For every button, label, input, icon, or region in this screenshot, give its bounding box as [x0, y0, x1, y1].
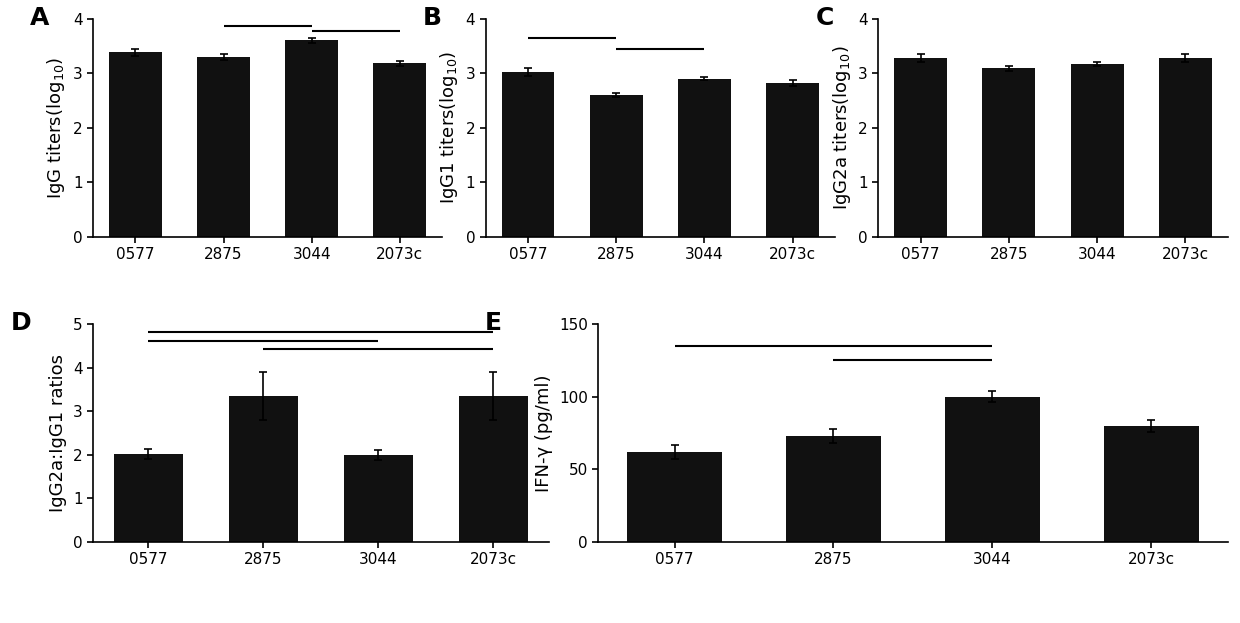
Bar [109, 52, 161, 237]
Bar [229, 396, 298, 542]
Bar [285, 40, 339, 237]
Bar [459, 396, 528, 542]
Bar [590, 95, 642, 237]
Y-axis label: IgG titers(log$_{10}$): IgG titers(log$_{10}$) [46, 57, 67, 199]
Y-axis label: IgG2a:IgG1 ratios: IgG2a:IgG1 ratios [50, 354, 67, 512]
Bar [197, 57, 250, 237]
Y-axis label: IgG2a titers(log$_{10}$): IgG2a titers(log$_{10}$) [831, 45, 853, 210]
Text: C: C [816, 6, 833, 30]
Bar [1070, 64, 1123, 237]
Bar [1159, 58, 1211, 237]
Text: D: D [11, 311, 31, 335]
Bar [982, 69, 1035, 237]
Bar [501, 72, 554, 237]
Y-axis label: IgG1 titers(log$_{10}$): IgG1 titers(log$_{10}$) [438, 51, 460, 204]
Bar [114, 454, 182, 542]
Y-axis label: IFN-γ (pg/ml): IFN-γ (pg/ml) [536, 374, 553, 492]
Bar [627, 452, 722, 542]
Text: E: E [485, 311, 502, 335]
Bar [1104, 426, 1199, 542]
Bar [894, 58, 947, 237]
Bar [373, 64, 427, 237]
Bar [678, 78, 730, 237]
Bar [786, 436, 882, 542]
Bar [766, 83, 820, 237]
Text: A: A [30, 6, 50, 30]
Text: B: B [423, 6, 441, 30]
Bar [945, 397, 1040, 542]
Bar [343, 455, 413, 542]
